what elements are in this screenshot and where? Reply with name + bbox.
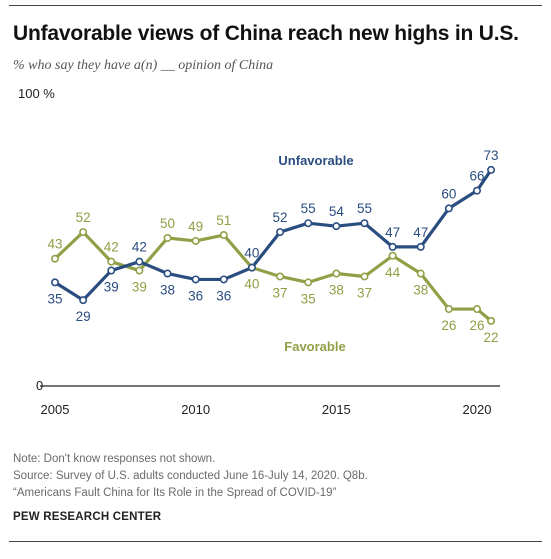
- data-label-favorable: 51: [216, 213, 231, 228]
- data-point-favorable: [416, 269, 425, 278]
- data-point-unfavorable: [247, 263, 256, 272]
- data-point-unfavorable: [304, 219, 313, 228]
- data-point-favorable: [304, 278, 313, 287]
- data-point-unfavorable: [163, 269, 172, 278]
- data-point-unfavorable: [79, 296, 88, 305]
- data-point-favorable: [388, 251, 397, 260]
- data-label-favorable: 39: [132, 280, 147, 295]
- series-name-unfavorable: Unfavorable: [278, 153, 353, 168]
- data-point-favorable: [79, 228, 88, 237]
- data-point-favorable: [487, 316, 496, 325]
- data-point-favorable: [135, 266, 144, 275]
- data-label-unfavorable: 40: [244, 246, 259, 261]
- data-label-unfavorable: 60: [441, 186, 456, 201]
- data-label-favorable: 22: [484, 330, 499, 345]
- data-point-unfavorable: [219, 275, 228, 284]
- data-point-unfavorable: [332, 222, 341, 231]
- data-label-unfavorable: 36: [216, 288, 231, 303]
- data-label-favorable: 35: [301, 291, 316, 306]
- data-point-favorable: [107, 257, 116, 266]
- data-label-favorable: 42: [104, 240, 119, 255]
- data-label-favorable: 26: [441, 318, 456, 333]
- data-point-unfavorable: [444, 204, 453, 213]
- data-point-favorable: [360, 272, 369, 281]
- data-point-favorable: [50, 254, 59, 263]
- data-label-unfavorable: 38: [160, 283, 175, 298]
- data-label-favorable: 38: [413, 283, 428, 298]
- data-point-unfavorable: [487, 165, 496, 174]
- x-tick-label: 2010: [181, 402, 210, 417]
- chart-subtitle: % who say they have a(n) __ opinion of C…: [13, 58, 274, 73]
- note-text: Note: Don't know responses not shown.: [13, 453, 216, 465]
- data-label-favorable: 40: [244, 277, 259, 292]
- data-label-unfavorable: 54: [329, 204, 345, 219]
- chart-notes: Note: Don't know responses not shown. So…: [13, 451, 368, 502]
- data-point-unfavorable: [388, 242, 397, 251]
- data-label-unfavorable: 35: [47, 291, 62, 306]
- report-text: “Americans Fault China for Its Role in t…: [13, 487, 337, 499]
- data-label-unfavorable: 47: [413, 225, 428, 240]
- chart-title: Unfavorable views of China reach new hig…: [13, 22, 519, 45]
- data-label-unfavorable: 73: [484, 148, 499, 163]
- data-label-favorable: 38: [329, 283, 344, 298]
- data-label-favorable: 43: [47, 237, 62, 252]
- line-chart: 100 % 0 2005 2010 2015 2020 35 43 29 52 39 42 42 39 38…: [18, 86, 500, 417]
- data-label-favorable: 37: [357, 285, 372, 300]
- series-name-favorable: Favorable: [284, 339, 345, 354]
- data-label-unfavorable: 29: [76, 309, 91, 324]
- data-point-unfavorable: [191, 275, 200, 284]
- data-point-favorable: [444, 305, 453, 314]
- data-label-unfavorable: 55: [357, 201, 372, 216]
- x-tick-label: 2020: [463, 402, 492, 417]
- x-tick-label: 2015: [322, 402, 351, 417]
- data-label-unfavorable: 36: [188, 288, 203, 303]
- data-point-favorable: [191, 236, 200, 245]
- frame-bottom-rule: [9, 541, 542, 542]
- x-tick-label: 2005: [41, 402, 70, 417]
- data-point-unfavorable: [416, 242, 425, 251]
- data-label-unfavorable: 52: [273, 210, 288, 225]
- data-point-unfavorable: [276, 228, 285, 237]
- data-label-favorable: 37: [273, 285, 288, 300]
- data-label-unfavorable: 47: [385, 225, 400, 240]
- data-label-favorable: 49: [188, 219, 203, 234]
- y-tick-label: 100 %: [18, 86, 55, 101]
- data-point-unfavorable: [472, 186, 481, 195]
- data-point-favorable: [163, 234, 172, 243]
- data-label-unfavorable: 55: [301, 201, 316, 216]
- series-line-favorable: [53, 230, 493, 323]
- data-point-unfavorable: [360, 219, 369, 228]
- data-point-favorable: [472, 305, 481, 314]
- data-label-unfavorable: 42: [132, 240, 147, 255]
- source-text: Source: Survey of U.S. adults conducted …: [13, 470, 368, 482]
- data-label-favorable: 26: [469, 318, 484, 333]
- data-label-unfavorable: 66: [469, 169, 484, 184]
- data-label-favorable: 52: [76, 210, 91, 225]
- data-point-unfavorable: [107, 266, 116, 275]
- data-point-favorable: [332, 269, 341, 278]
- y-tick-label: 0: [36, 378, 43, 393]
- data-label-favorable: 50: [160, 216, 175, 231]
- data-point-unfavorable: [135, 257, 144, 266]
- organization-name: PEW RESEARCH CENTER: [13, 511, 162, 523]
- frame-top-rule: [9, 5, 542, 6]
- data-point-favorable: [276, 272, 285, 281]
- data-point-unfavorable: [50, 278, 59, 287]
- data-point-favorable: [219, 231, 228, 240]
- data-label-unfavorable: 39: [104, 280, 119, 295]
- data-label-favorable: 44: [385, 265, 401, 280]
